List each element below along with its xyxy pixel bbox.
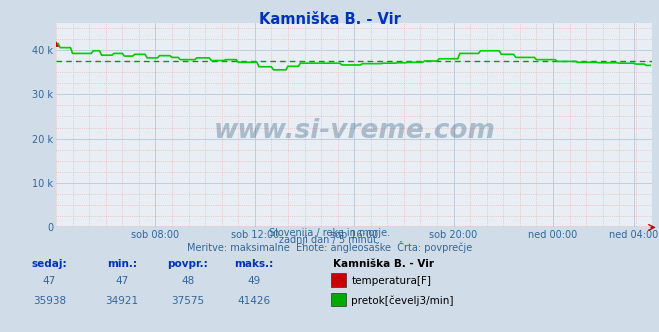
Text: 41426: 41426 — [237, 296, 270, 306]
Text: zadnji dan / 5 minut.: zadnji dan / 5 minut. — [279, 235, 380, 245]
Text: 47: 47 — [115, 276, 129, 286]
Text: 47: 47 — [43, 276, 56, 286]
Text: temperatura[F]: temperatura[F] — [351, 276, 431, 286]
Text: 35938: 35938 — [33, 296, 66, 306]
Text: 48: 48 — [181, 276, 194, 286]
Text: 49: 49 — [247, 276, 260, 286]
Text: www.si-vreme.com: www.si-vreme.com — [214, 119, 495, 144]
Text: Kamniška B. - Vir: Kamniška B. - Vir — [333, 259, 434, 269]
Text: pretok[čevelj3/min]: pretok[čevelj3/min] — [351, 295, 454, 306]
Text: sedaj:: sedaj: — [32, 259, 67, 269]
Text: min.:: min.: — [107, 259, 137, 269]
Text: Kamniška B. - Vir: Kamniška B. - Vir — [258, 12, 401, 27]
Text: maks.:: maks.: — [234, 259, 273, 269]
Text: 37575: 37575 — [171, 296, 204, 306]
Text: 34921: 34921 — [105, 296, 138, 306]
Text: Slovenija / reke in morje.: Slovenija / reke in morje. — [269, 228, 390, 238]
Text: povpr.:: povpr.: — [167, 259, 208, 269]
Text: Meritve: maksimalne  Enote: angleosaške  Črta: povprečje: Meritve: maksimalne Enote: angleosaške Č… — [187, 241, 472, 253]
